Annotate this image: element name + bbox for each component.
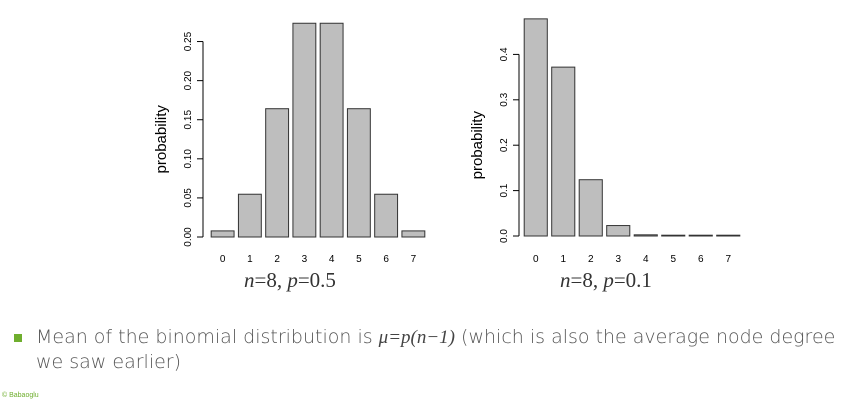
chart2-y-tick-label: 0.3 xyxy=(499,92,510,106)
chart1-bar-5 xyxy=(346,108,371,238)
chart1-x-tick-label: 4 xyxy=(329,254,335,265)
chart1-x-tick-label: 3 xyxy=(302,254,308,265)
chart2-y-axis-label: probability xyxy=(469,111,486,180)
chart2-x-tick-label: 6 xyxy=(698,254,704,265)
bullet-text-before: Mean of the binomial distribution is xyxy=(36,326,379,348)
chart1-x-tick-label: 7 xyxy=(411,254,417,265)
chart2-bar-5 xyxy=(661,234,686,237)
chart2-y-tick-label: 0.4 xyxy=(499,47,510,61)
chart2-bar-7 xyxy=(716,234,741,237)
bullet-square-icon xyxy=(14,334,22,342)
mean-formula: μ=p(n−1) xyxy=(378,327,456,348)
chart2-x-tick-label: 2 xyxy=(588,254,594,265)
bullet-text-after: (which is also the average node degree w… xyxy=(36,326,836,373)
chart2-bar-0 xyxy=(523,18,548,237)
chart1-bar-6 xyxy=(374,193,399,238)
chart2-y-tick-label: 0.0 xyxy=(499,229,510,243)
chart2-x-tick-label: 4 xyxy=(643,254,649,265)
chart2-x-tick-label: 0 xyxy=(533,254,539,265)
chart2-x-tick-label: 1 xyxy=(560,254,566,265)
chart2-bar-6 xyxy=(688,234,713,237)
chart1-x-tick-label: 1 xyxy=(247,254,253,265)
chart1-x-tick-label: 2 xyxy=(274,254,280,265)
chart2-caption: n=8, p=0.1 xyxy=(560,268,652,292)
chart2-y-tick-label: 0.1 xyxy=(499,183,510,197)
chart1-bar-0 xyxy=(210,230,235,238)
chart2-x-tick-label: 5 xyxy=(670,254,676,265)
chart1-y-tick-label: 0.05 xyxy=(183,188,194,208)
chart1-x-tick-label: 0 xyxy=(220,254,226,265)
chart1-y-tick-label: 0.20 xyxy=(183,70,194,90)
chart1-y-tick-label: 0.00 xyxy=(183,227,194,247)
chart2-bar-1 xyxy=(551,66,576,237)
chart-binomial-p01: 0 1 2 3 4 5 6 7 0.0 0.1 0.2 0.3 0.4 probability xyxy=(469,18,741,265)
chart1-caption: n=8, p=0.5 xyxy=(244,268,336,292)
bullet-text: Mean of the binomial distribution is μ=p… xyxy=(36,325,863,375)
chart1-bar-3 xyxy=(292,22,317,238)
chart2-bar-4 xyxy=(633,234,658,237)
chart1-y-tick-label: 0.25 xyxy=(183,31,194,51)
chart1-y-tick-label: 0.10 xyxy=(183,149,194,169)
chart2-bar-2 xyxy=(578,179,603,237)
chart2-x-tick-label: 3 xyxy=(615,254,621,265)
chart1-bar-2 xyxy=(265,108,290,238)
chart1-x-tick-label: 6 xyxy=(383,254,389,265)
chart2-bar-3 xyxy=(606,225,631,237)
chart1-bar-1 xyxy=(237,193,262,238)
chart1-bar-7 xyxy=(401,230,426,238)
chart1-bar-4 xyxy=(319,22,344,238)
copyright: © Babaoglu xyxy=(2,392,39,399)
chart2-y-tick-label: 0.2 xyxy=(499,138,510,152)
chart1-x-tick-label: 5 xyxy=(356,254,362,265)
chart1-y-axis-label: probability xyxy=(153,105,170,174)
chart1-y-tick-label: 0.15 xyxy=(183,110,194,130)
chart2-x-tick-label: 7 xyxy=(725,254,731,265)
chart-binomial-p05: 0 1 2 3 4 5 6 7 0.00 0.05 0.10 0.15 0.20 0.25 probabil… xyxy=(153,22,426,265)
